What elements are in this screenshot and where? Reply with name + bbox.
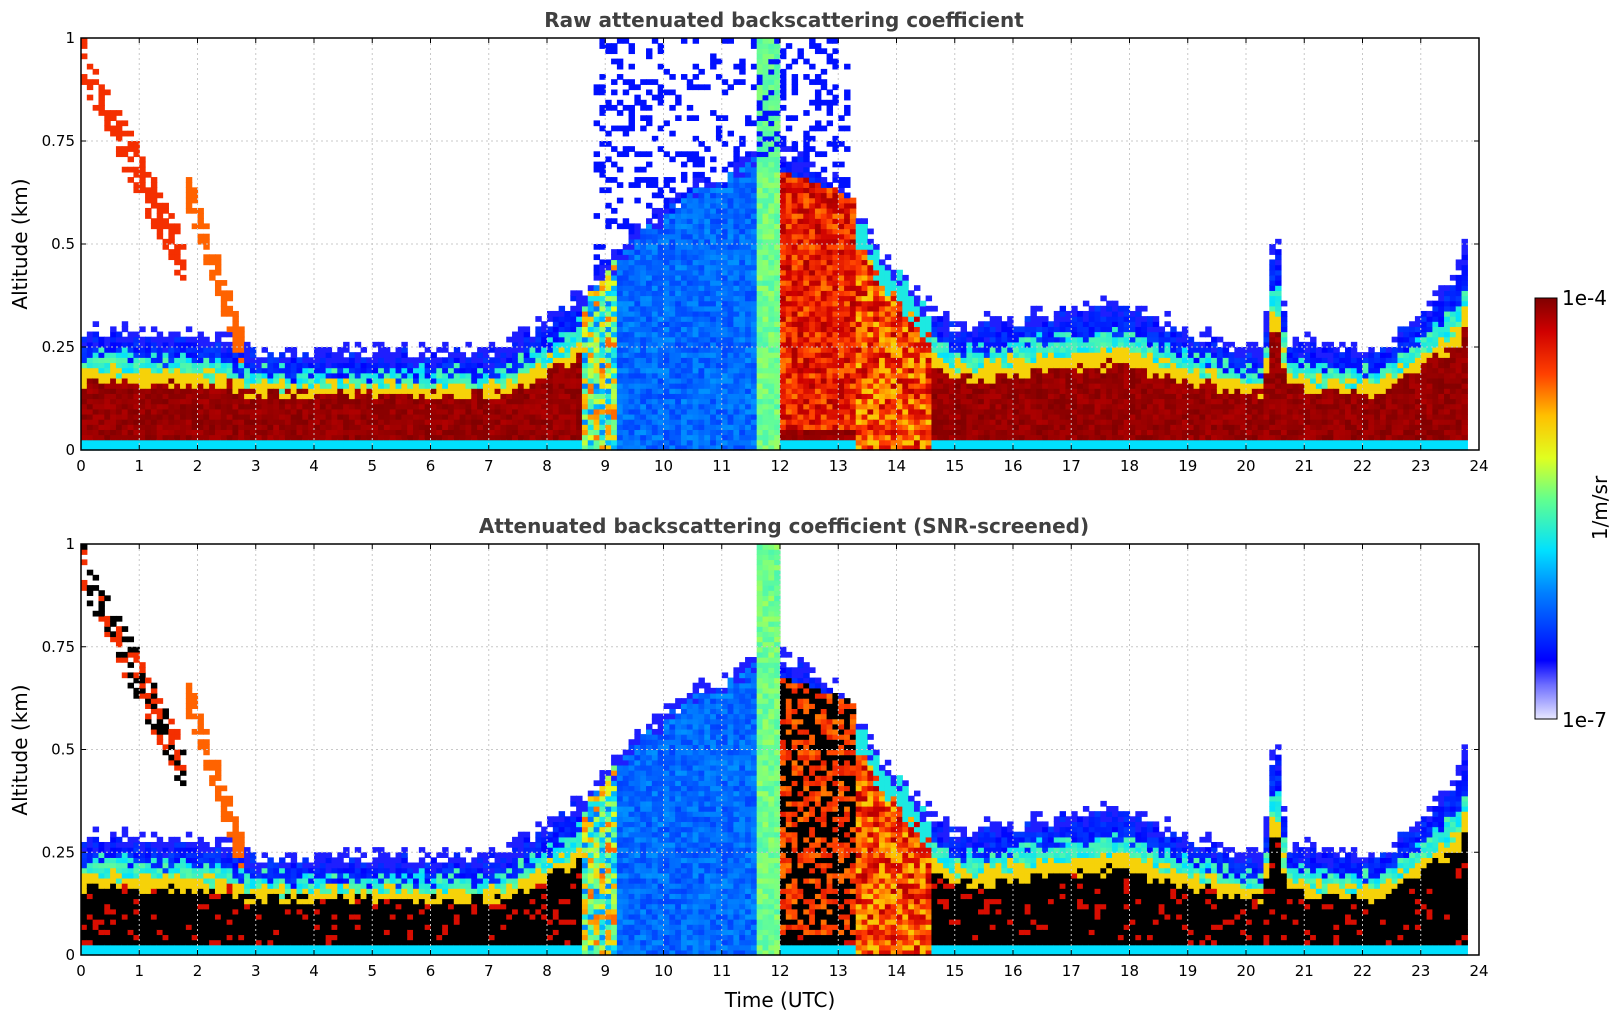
x-tick-label: 13 [829,962,848,980]
y-axis-label: Altitude (km) [8,178,32,309]
grid-lines [81,544,1479,955]
y-axis-label: Altitude (km) [8,684,32,815]
x-tick-label: 22 [1353,457,1372,475]
x-tick-label: 9 [600,962,610,980]
x-tick-label: 18 [1120,962,1139,980]
y-tick-label: 0.5 [51,741,75,759]
colorbar-gradient [1534,297,1558,720]
x-tick-label: 2 [193,962,203,980]
x-tick-label: 19 [1178,962,1197,980]
x-tick-label: 11 [712,457,731,475]
panel-title: Attenuated backscattering coefficient (S… [479,514,1089,538]
x-axis-label: Time (UTC) [724,988,836,1012]
backscatter-heatmap [81,544,1468,956]
colorbar: 1e-4 1e-7 1/m/sr [1534,286,1612,732]
grid-lines [81,38,1479,450]
x-tick-label: 12 [770,457,789,475]
y-tick-label: 1 [65,29,75,47]
y-tick-label: 0.5 [51,235,75,253]
x-tick-label: 3 [251,457,261,475]
x-tick-label: 1 [134,962,144,980]
x-tick-label: 6 [426,457,436,475]
x-tick-label: 21 [1295,962,1314,980]
y-tick-label: 0 [65,441,75,459]
y-tick-label: 0.75 [42,132,75,150]
x-tick-label: 12 [770,962,789,980]
x-tick-label: 18 [1120,457,1139,475]
raw-backscatter-panel: Raw attenuated backscattering coefficien… [8,8,1489,475]
colorbar-min-label: 1e-7 [1562,708,1607,732]
x-tick-label: 8 [542,457,552,475]
x-tick-label: 21 [1295,457,1314,475]
y-tick-label: 0.25 [42,843,75,861]
backscatter-heatmap [81,38,1468,451]
x-tick-label: 14 [887,962,906,980]
x-ticks: 0 1 2 3 4 5 6 7 8 9 10 11 12 13 14 15 16 17 18 19 20 21 22 23 24 [76,544,1489,980]
x-tick-label: 24 [1469,457,1488,475]
x-tick-label: 7 [484,457,494,475]
colorbar-max-label: 1e-4 [1562,286,1607,310]
x-tick-label: 5 [367,457,377,475]
y-ticks: 0 0.25 0.5 0.75 1 [42,29,1479,459]
x-tick-label: 8 [542,962,552,980]
x-tick-label: 22 [1353,962,1372,980]
x-tick-label: 2 [193,457,203,475]
x-tick-label: 17 [1062,457,1081,475]
x-tick-label: 17 [1062,962,1081,980]
y-tick-label: 0.25 [42,338,75,356]
x-tick-label: 24 [1469,962,1488,980]
x-tick-label: 23 [1411,457,1430,475]
x-tick-label: 4 [309,962,319,980]
y-ticks: 0 0.25 0.5 0.75 1 [42,535,1479,964]
x-tick-label: 16 [1003,457,1022,475]
x-tick-label: 23 [1411,962,1430,980]
x-tick-label: 14 [887,457,906,475]
x-tick-label: 4 [309,457,319,475]
x-tick-label: 16 [1003,962,1022,980]
x-tick-label: 5 [367,962,377,980]
x-ticks: 0 1 2 3 4 5 6 7 8 9 10 11 12 13 14 15 16 17 18 19 20 21 22 23 24 [76,38,1489,475]
x-tick-label: 11 [712,962,731,980]
y-tick-label: 1 [65,535,75,553]
y-tick-label: 0 [65,946,75,964]
colorbar-unit-label: 1/m/sr [1588,475,1612,540]
x-tick-label: 0 [76,962,86,980]
x-tick-label: 6 [426,962,436,980]
x-tick-label: 15 [945,457,964,475]
x-tick-label: 10 [654,962,673,980]
panel-title: Raw attenuated backscattering coefficien… [544,8,1024,32]
x-tick-label: 1 [134,457,144,475]
x-tick-label: 3 [251,962,261,980]
x-tick-label: 9 [600,457,610,475]
x-tick-label: 20 [1236,457,1255,475]
screened-backscatter-panel: Attenuated backscattering coefficient (S… [8,514,1489,1012]
x-tick-label: 0 [76,457,86,475]
x-tick-label: 15 [945,962,964,980]
x-tick-label: 19 [1178,457,1197,475]
x-tick-label: 7 [484,962,494,980]
x-tick-label: 13 [829,457,848,475]
x-tick-label: 20 [1236,962,1255,980]
x-tick-label: 10 [654,457,673,475]
y-tick-label: 0.75 [42,638,75,656]
